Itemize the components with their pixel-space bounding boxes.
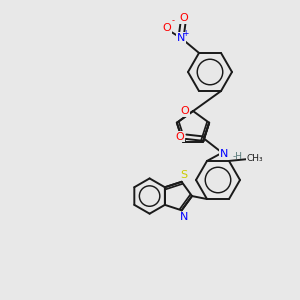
Text: N: N [177, 33, 185, 43]
Text: O: O [180, 13, 188, 23]
Text: N: N [179, 212, 188, 222]
Text: -H: -H [232, 152, 242, 161]
Text: O: O [176, 132, 184, 142]
Text: -: - [172, 16, 175, 26]
Text: O: O [181, 106, 189, 116]
Text: S: S [180, 170, 187, 180]
Text: O: O [163, 23, 171, 33]
Text: +: + [182, 29, 189, 38]
Text: N: N [220, 149, 228, 159]
Text: CH₃: CH₃ [247, 154, 263, 164]
